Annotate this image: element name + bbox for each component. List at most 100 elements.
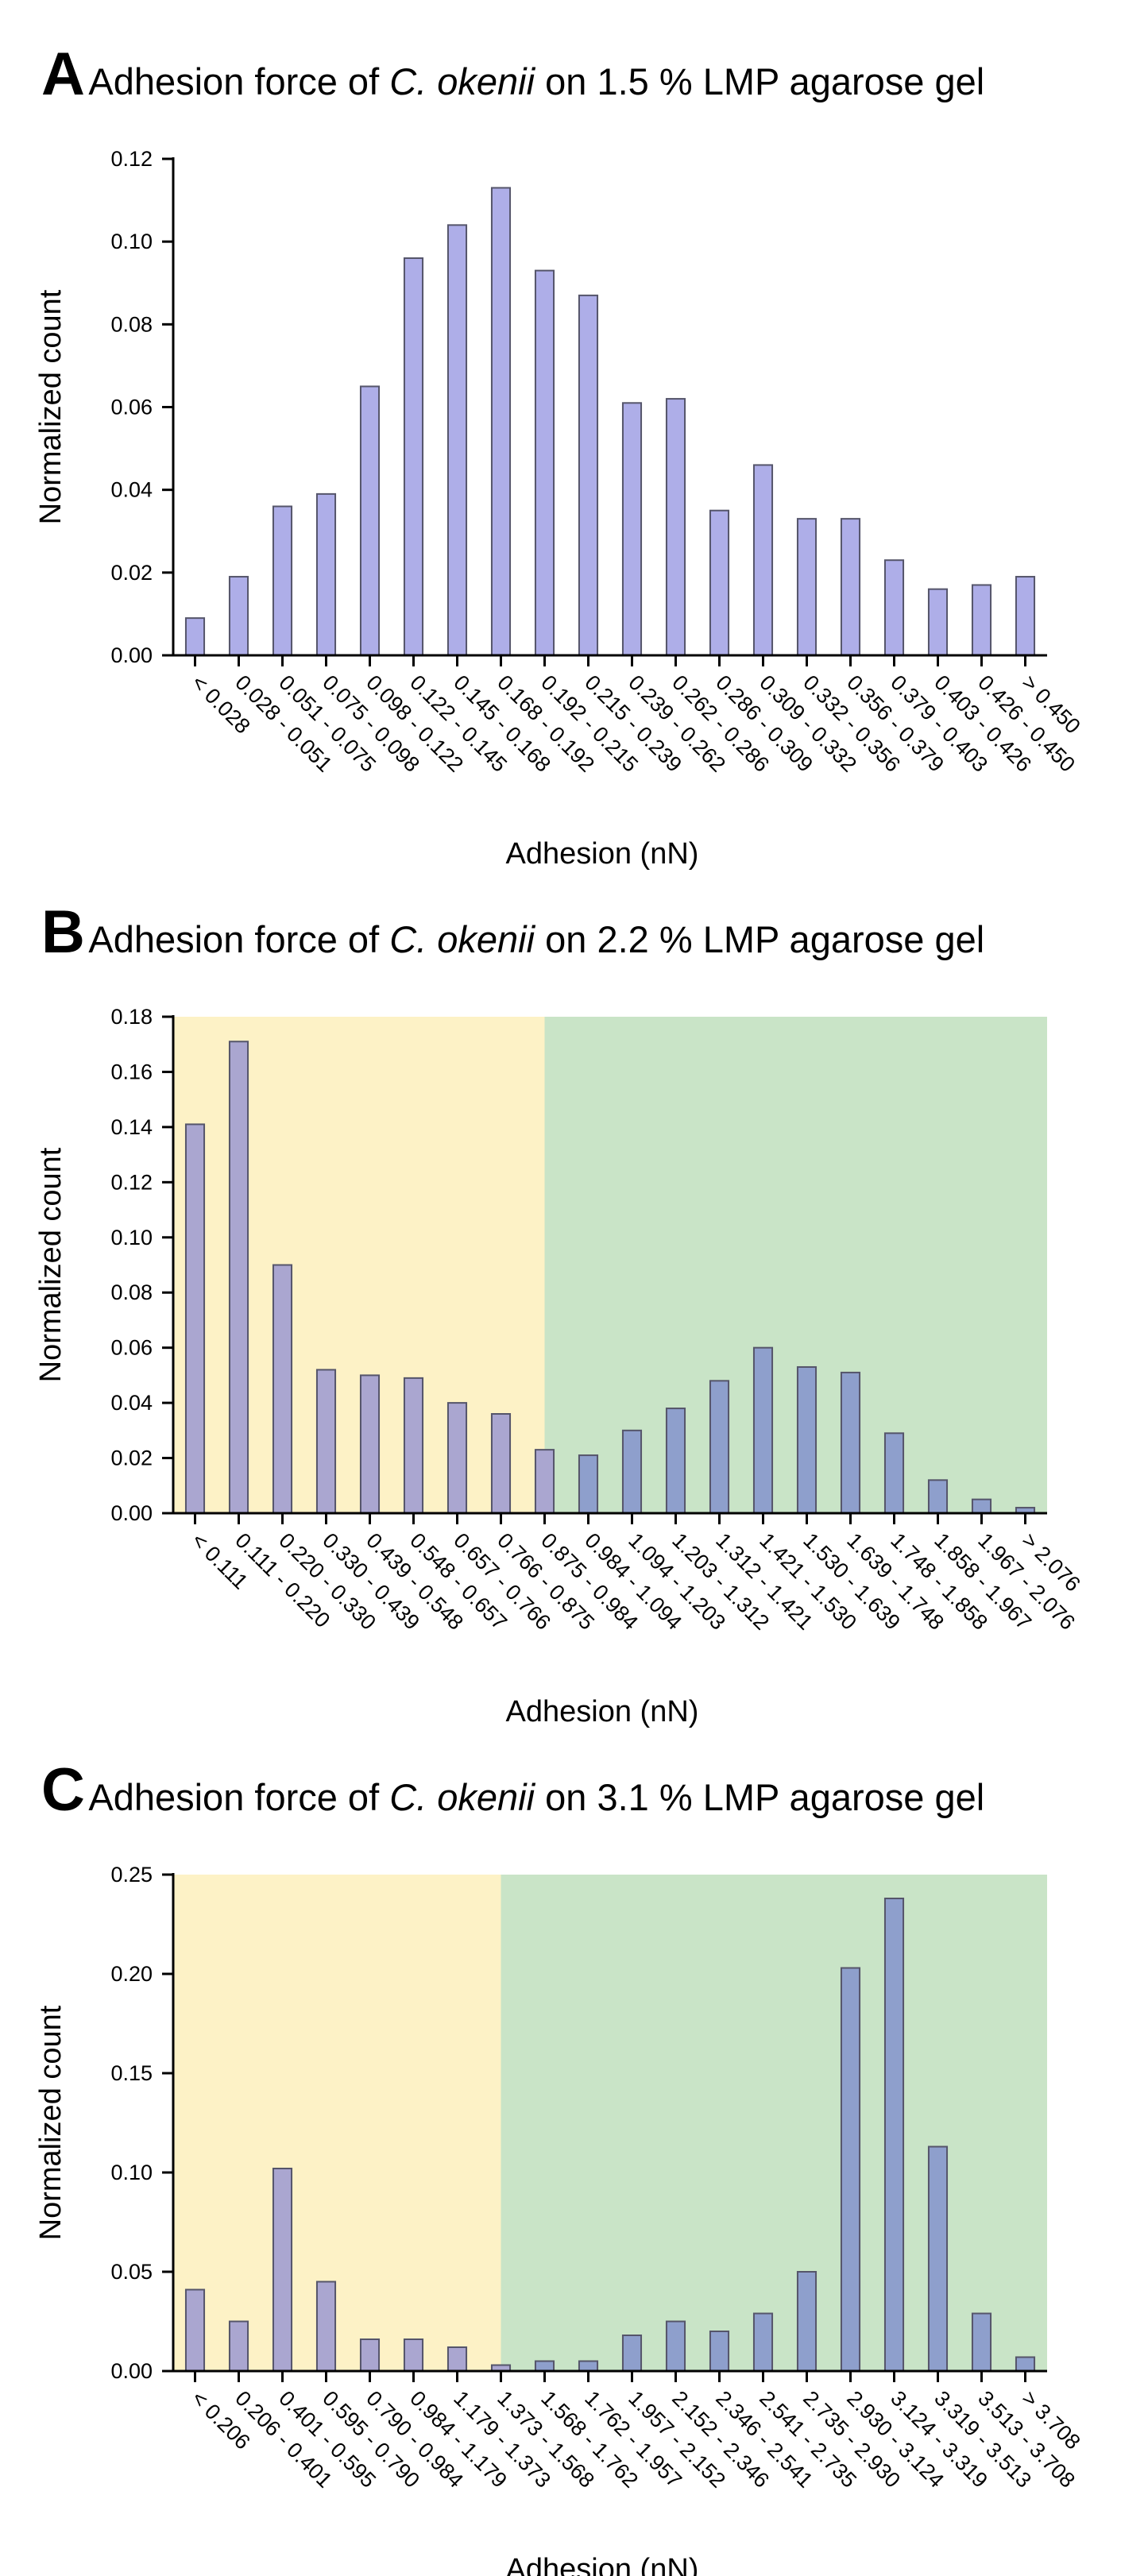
panel-b-title: B Adhesion force of C. okenii on 2.2 % L… <box>41 898 984 967</box>
bar <box>927 588 949 657</box>
panel-a: A Adhesion force of C. okenii on 1.5 % L… <box>0 0 1148 871</box>
bar <box>315 1369 337 1515</box>
y-tick-label: 0.02 <box>110 1446 153 1470</box>
bar <box>184 1123 206 1514</box>
region-band-0 <box>173 1875 501 2371</box>
bar <box>315 2281 337 2372</box>
panel-a-title-text: Adhesion force of C. okenii on 1.5 % LMP… <box>88 60 985 102</box>
y-tick-label: 0.14 <box>110 1115 153 1139</box>
bar <box>1015 576 1036 657</box>
y-axis-title: Normalized count <box>34 1147 68 1382</box>
y-tick-label: 0.18 <box>110 1005 153 1029</box>
bar <box>927 1479 949 1514</box>
y-tick-label: 0.08 <box>110 312 153 336</box>
bar <box>403 257 424 656</box>
bar <box>971 2312 992 2372</box>
bar <box>272 1264 293 1514</box>
bar <box>752 2312 774 2372</box>
y-tick-label: 0.05 <box>110 2260 153 2284</box>
region-band-1 <box>544 1017 1047 1513</box>
y-tick-label: 0.00 <box>110 1501 153 1525</box>
bar <box>752 464 774 657</box>
x-axis-title: Adhesion (nN) <box>506 1695 699 1728</box>
y-tick-label: 0.02 <box>110 561 153 585</box>
chart-b-svg: 0.00 0.02 0.04 0.06 0.08 0.10 0.12 0.14 0.16 0.18… <box>34 1005 1085 1728</box>
y-tick-label: 0.04 <box>110 1391 153 1415</box>
panel-c-title-text: Adhesion force of C. okenii on 3.1 % LMP… <box>88 1776 985 1818</box>
bar <box>840 1967 861 2372</box>
bar <box>272 505 293 656</box>
bar <box>883 1432 905 1514</box>
y-tick-label: 0.10 <box>110 230 153 253</box>
bar <box>971 584 992 656</box>
bar <box>665 398 686 656</box>
bar <box>621 402 643 656</box>
bar <box>228 1041 249 1514</box>
bar <box>621 1429 643 1514</box>
bar <box>665 1408 686 1514</box>
bar <box>272 2168 293 2372</box>
bar <box>534 1449 555 1515</box>
y-tick-label: 0.12 <box>110 1170 153 1194</box>
bar <box>446 2346 468 2372</box>
bar <box>578 2360 599 2372</box>
bar <box>403 2338 424 2372</box>
y-tick-label: 0.00 <box>110 2359 153 2383</box>
bar <box>709 509 730 656</box>
panel-b-letter: B <box>41 898 85 966</box>
bar <box>534 269 555 656</box>
bar <box>315 492 337 656</box>
bar <box>796 518 818 656</box>
bar <box>709 1380 730 1514</box>
panel-a-letter: A <box>41 41 85 108</box>
bar <box>184 617 206 656</box>
bar <box>796 1365 818 1514</box>
bar <box>490 1413 512 1514</box>
bar <box>796 2271 818 2372</box>
panel-b-title-text: Adhesion force of C. okenii on 2.2 % LMP… <box>88 918 985 960</box>
y-tick-label: 0.16 <box>110 1060 153 1083</box>
bar <box>621 2335 643 2372</box>
panel-c-letter: C <box>41 1756 85 1824</box>
region-band-1 <box>501 1875 1047 2371</box>
panel-c: C Adhesion force of C. okenii on 3.1 % L… <box>0 1716 1148 2576</box>
bar <box>927 2145 949 2372</box>
panel-c-title: C Adhesion force of C. okenii on 3.1 % L… <box>41 1755 984 1825</box>
bar <box>359 2338 381 2372</box>
y-tick-label: 0.12 <box>110 147 153 171</box>
bar <box>534 2360 555 2372</box>
bar <box>403 1377 424 1514</box>
y-tick-label: 0.00 <box>110 643 153 667</box>
bar <box>752 1346 774 1515</box>
y-axis-title: Normalized count <box>34 289 68 524</box>
bar <box>578 1454 599 1514</box>
y-tick-label: 0.10 <box>110 1226 153 1249</box>
bar <box>446 224 468 657</box>
y-tick-label: 0.06 <box>110 396 153 419</box>
bar <box>184 2288 206 2372</box>
bar <box>665 2320 686 2372</box>
bar <box>1015 2356 1036 2372</box>
x-axis-title: Adhesion (nN) <box>506 2553 699 2576</box>
panel-a-title: A Adhesion force of C. okenii on 1.5 % L… <box>41 40 984 109</box>
y-tick-label: 0.06 <box>110 1336 153 1360</box>
y-tick-label: 0.20 <box>110 1962 153 1986</box>
bar <box>840 518 861 656</box>
bar <box>359 1374 381 1515</box>
y-tick-label: 0.25 <box>110 1863 153 1887</box>
bar <box>359 385 381 656</box>
bar <box>883 1898 905 2372</box>
bar <box>578 294 599 656</box>
panel-b: B Adhesion force of C. okenii on 2.2 % L… <box>0 858 1148 1728</box>
x-axis-title: Adhesion (nN) <box>506 837 699 871</box>
bar <box>709 2331 730 2372</box>
y-tick-label: 0.15 <box>110 2061 153 2085</box>
y-tick-label: 0.04 <box>110 478 153 502</box>
bar <box>883 559 905 656</box>
bar <box>971 1498 992 1515</box>
y-tick-label: 0.08 <box>110 1280 153 1304</box>
chart-a-svg: 0.000.020.040.060.080.100.12< 0.0280.028… <box>34 147 1085 871</box>
bar <box>228 576 249 657</box>
